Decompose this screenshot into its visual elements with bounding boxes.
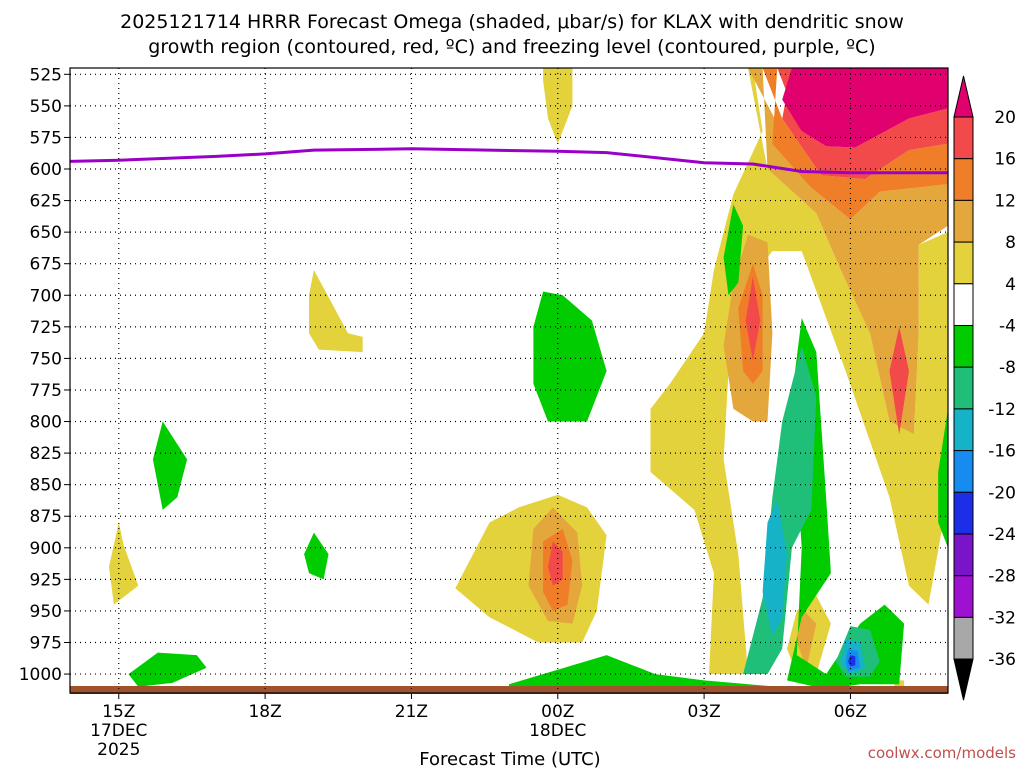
omega-region-pos4-left-blob [309, 270, 363, 353]
colorbar-bottom-arrow [953, 658, 974, 701]
ground-surface [70, 686, 948, 694]
omega-region-neg4-right-col [787, 318, 905, 690]
colorbar-bin-13 [953, 616, 974, 660]
colorbar-label--36: -36 [988, 650, 1016, 670]
colorbar-label-8: 8 [1005, 233, 1016, 253]
y-tick-label-875: 875 [30, 507, 62, 527]
x-date-label-18DEC: 18DEC [529, 721, 586, 741]
omega-shading-layer [109, 68, 948, 692]
colorbar-bin-7 [953, 366, 974, 410]
omega-region-pos4-top-center [543, 68, 573, 144]
colorbar-bin-1 [953, 116, 974, 160]
omega-region-neg4-left-lower [128, 652, 207, 687]
colorbar-label-4: 4 [1005, 275, 1016, 295]
x-tick-label-15Z: 15Z [102, 702, 135, 722]
omega-region-neg4-left-upper [152, 421, 188, 510]
freezing-level-line [69, 147, 948, 175]
colorbar-bin-8 [953, 408, 974, 452]
colorbar-label--16: -16 [988, 442, 1016, 462]
y-tick-label-1000: 1000 [19, 665, 62, 685]
colorbar-label--20: -20 [988, 483, 1016, 503]
omega-region-pos16-upper-right [777, 68, 948, 180]
colorbar-label--8: -8 [999, 358, 1016, 378]
omega-region-neg4-bottom-band [509, 655, 778, 692]
omega-region-pos16-center-lower [548, 541, 563, 586]
colorbar-bin-2 [953, 158, 974, 201]
omega-region-pos16-col [745, 276, 761, 361]
y-tick-label-600: 600 [30, 160, 62, 180]
omega-region-pos4-small-left [109, 522, 139, 605]
x-axis-label: Forecast Time (UTC) [419, 749, 600, 768]
y-tick-label-975: 975 [30, 633, 62, 653]
omega-region-neg4-center-mid [533, 291, 607, 422]
y-tick-label-850: 850 [30, 476, 62, 496]
y-tick-label-825: 825 [30, 444, 62, 464]
omega-region-neg12-right-col [762, 499, 787, 637]
y-tick-label-925: 925 [30, 570, 62, 590]
omega-region-max-upper-right [782, 68, 948, 148]
omega-region-neg8-right-col [743, 345, 817, 675]
colorbar-label--32: -32 [988, 608, 1016, 628]
y-tick-label-625: 625 [30, 192, 62, 212]
chart-title-line-1: 2025121714 HRRR Forecast Omega (shaded, … [120, 11, 904, 33]
colorbar-bin-9 [953, 450, 974, 493]
colorbar-bin-10 [953, 491, 974, 535]
chart-title-line-2: growth region (contoured, red, ºC) and f… [148, 36, 875, 58]
x-year-label-2025: 2025 [97, 740, 140, 760]
omega-region-neg4-mid-left [304, 532, 329, 580]
x-tick-label-00Z: 00Z [541, 702, 574, 722]
omega-region-neg4-right-edge [938, 408, 948, 548]
x-tick-label-03Z: 03Z [687, 702, 720, 722]
colorbar-bin-12 [953, 575, 974, 618]
omega-region-pos12-upper-right [762, 68, 948, 220]
y-tick-label-900: 900 [30, 539, 62, 559]
omega-colorbar: 20 16 12 8 4 -4 -8 -12 -16 -20 -24 -28 -32 -36 [953, 75, 1016, 701]
y-tick-label-525: 525 [30, 65, 62, 85]
colorbar-label-12: 12 [994, 191, 1016, 211]
x-tick-label-21Z: 21Z [395, 702, 428, 722]
pressure-axis: 525 550 575 600 625 650 675 700 725 750 775 800 825 8… [19, 65, 70, 685]
y-tick-label-650: 650 [30, 223, 62, 243]
omega-region-neg4-upper-right-small [723, 204, 744, 296]
x-date-label-17DEC: 17DEC [90, 721, 147, 741]
x-tick-label-06Z: 06Z [834, 702, 867, 722]
colorbar-bin-11 [953, 533, 974, 577]
y-tick-label-550: 550 [30, 97, 62, 117]
watermark: coolwx.com/models [868, 744, 1016, 762]
y-tick-label-675: 675 [30, 255, 62, 275]
colorbar-top-arrow [953, 75, 974, 118]
colorbar-label-20: 20 [994, 108, 1016, 128]
y-tick-label-700: 700 [30, 286, 62, 306]
omega-region-neg20-right-blob [848, 655, 856, 667]
colorbar-bin-6 [953, 325, 974, 368]
y-tick-label-575: 575 [30, 128, 62, 148]
colorbar-label--24: -24 [988, 525, 1016, 545]
omega-region-pos8-small-right [796, 608, 817, 668]
colorbar-label--28: -28 [988, 567, 1016, 587]
colorbar-label-16: 16 [994, 150, 1016, 170]
y-tick-label-775: 775 [30, 381, 62, 401]
colorbar-bin-4 [953, 241, 974, 285]
plot-frame [69, 67, 949, 694]
colorbar-bin-5 [953, 283, 974, 326]
y-tick-label-950: 950 [30, 602, 62, 622]
colorbar-bin-3 [953, 199, 974, 243]
y-tick-label-725: 725 [30, 318, 62, 338]
pressure-grid-lines [70, 68, 948, 693]
colorbar-label--12: -12 [988, 400, 1016, 420]
y-tick-label-750: 750 [30, 349, 62, 369]
omega-region-pos4-main [650, 68, 948, 675]
omega-region-pos16-right [889, 326, 909, 435]
colorbar-label--4: -4 [999, 317, 1016, 337]
y-tick-label-800: 800 [30, 413, 62, 433]
x-tick-label-18Z: 18Z [248, 702, 281, 722]
